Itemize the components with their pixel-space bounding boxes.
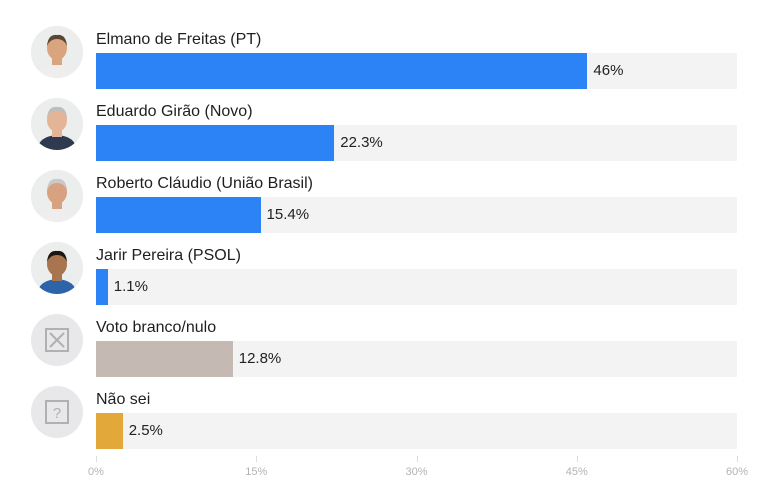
tick-label: 60%	[725, 466, 749, 478]
svg-text:?: ?	[53, 405, 61, 422]
bar	[96, 269, 108, 305]
bar-track: 2.5%	[96, 413, 737, 449]
bar	[96, 53, 588, 89]
chart-row: Voto branco/nulo 12.8%	[0, 288, 768, 377]
tick-mark	[576, 456, 578, 462]
bar	[96, 197, 261, 233]
candidate-avatar	[31, 242, 83, 294]
tick-label: 15%	[245, 466, 268, 478]
candidate-avatar	[31, 170, 83, 222]
tick-mark	[256, 456, 258, 462]
x-axis: 0% 15% 30% 45% 60%	[88, 452, 748, 482]
bar-track: 15.4%	[96, 197, 737, 233]
bar	[96, 413, 123, 449]
category-label: Não sei	[96, 391, 151, 408]
candidate-avatar	[31, 98, 83, 150]
candidate-avatar	[31, 26, 83, 78]
bar-track: 46%	[96, 53, 737, 89]
chart-row: Elmano de Freitas (PT) 46%	[0, 0, 768, 89]
tick-mark	[96, 456, 97, 462]
data-label: 46%	[593, 62, 624, 79]
tick-label: 30%	[405, 466, 428, 478]
chart-row: Roberto Cláudio (União Brasil) 15.4%	[0, 144, 768, 233]
tick-label: 45%	[565, 466, 588, 478]
bar	[96, 341, 233, 377]
bar-track: 12.8%	[96, 341, 737, 377]
tick-mark	[737, 456, 738, 462]
category-label: Voto branco/nulo	[96, 319, 217, 336]
category-label: Roberto Cláudio (União Brasil)	[96, 175, 313, 192]
category-label: Elmano de Freitas (PT)	[96, 31, 262, 48]
data-label: 12.8%	[238, 350, 282, 367]
category-label: Eduardo Girão (Novo)	[96, 103, 253, 120]
chart-row: Eduardo Girão (Novo) 22.3%	[0, 72, 768, 161]
data-label: 2.5%	[128, 422, 163, 439]
bar-track: 22.3%	[96, 125, 737, 161]
tick-label: 0%	[88, 466, 104, 478]
data-label: 22.3%	[340, 134, 383, 151]
data-label: 15.4%	[266, 206, 310, 223]
question-box-icon: ?	[31, 386, 83, 438]
x-box-icon	[31, 314, 83, 366]
bar	[96, 125, 335, 161]
category-label: Jarir Pereira (PSOL)	[96, 247, 241, 264]
tick-mark	[416, 456, 418, 462]
data-label: 1.1%	[113, 278, 148, 295]
bar-track: 1.1%	[96, 269, 737, 305]
chart-row: Jarir Pereira (PSOL) 1.1%	[0, 216, 768, 305]
chart-row: ? Não sei 2.5%	[0, 360, 768, 449]
